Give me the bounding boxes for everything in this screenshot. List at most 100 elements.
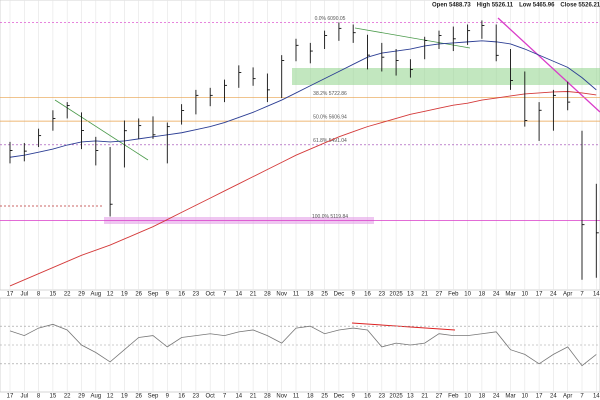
x-tick-label: 27 bbox=[436, 292, 443, 298]
x-tick-label: Dec bbox=[334, 394, 345, 400]
x-tick-label: 13 bbox=[407, 292, 414, 298]
moving-average bbox=[9, 40, 597, 158]
x-tick-label: 23 bbox=[193, 394, 200, 400]
x-tick-label: 22 bbox=[64, 394, 71, 400]
header-field: High 5526.11 bbox=[477, 3, 514, 9]
x-tick-label: Sep bbox=[148, 394, 159, 400]
x-tick-label: 18 bbox=[307, 394, 314, 400]
divergence-line bbox=[351, 322, 456, 331]
x-tick-label: Apr bbox=[563, 394, 572, 400]
x-tick-label: 18 bbox=[307, 292, 314, 298]
x-tick-label: Mar bbox=[505, 292, 515, 298]
x-tick-label: 11 bbox=[293, 292, 300, 298]
x-tick-label: 28 bbox=[264, 292, 271, 298]
x-tick-label: 15 bbox=[50, 394, 57, 400]
plot: Open 5488.73 High 5526.11 Low 5465.96 Close… bbox=[0, 3, 600, 400]
x-tick-label: 17 bbox=[7, 292, 14, 298]
x-tick-label: 26 bbox=[135, 394, 142, 400]
x-tick-label: Mar bbox=[505, 394, 515, 400]
x-tick-label: 19 bbox=[121, 394, 128, 400]
trendline bbox=[54, 99, 149, 161]
x-tick-label: 21 bbox=[421, 292, 428, 298]
x-tick-label: 16 bbox=[178, 394, 185, 400]
x-tick-label: 10 bbox=[464, 394, 471, 400]
fib-label: 50.0% 5606.94 bbox=[313, 114, 347, 120]
x-tick-label: 25 bbox=[321, 394, 328, 400]
x-tick-label: 2025 bbox=[389, 292, 403, 298]
x-tick-label: 8 bbox=[37, 394, 41, 400]
x-tick-label: Feb bbox=[448, 292, 459, 298]
x-tick-label: 17 bbox=[536, 394, 543, 400]
x-tick-label: Oct bbox=[206, 292, 216, 298]
fib-label: 100.0% 5119.84 bbox=[312, 214, 348, 220]
rsi-line bbox=[9, 323, 597, 367]
x-tick-label: 7 bbox=[580, 394, 584, 400]
fib-label: 61.8% 5491.04 bbox=[313, 138, 347, 144]
x-tick-label: 9 bbox=[166, 394, 170, 400]
x-tick-label: 16 bbox=[364, 394, 371, 400]
x-tick-label: 27 bbox=[436, 394, 443, 400]
x-tick-label: 25 bbox=[321, 292, 328, 298]
x-tick-label: 24 bbox=[493, 292, 500, 298]
x-tick-label: 9 bbox=[352, 394, 356, 400]
x-tick-label: 2025 bbox=[389, 394, 403, 400]
x-tick-label: Feb bbox=[448, 394, 459, 400]
x-tick-label: 15 bbox=[50, 292, 57, 298]
x-tick-label: 18 bbox=[479, 292, 486, 298]
x-tick-label: 23 bbox=[193, 292, 200, 298]
support-zone bbox=[292, 68, 600, 85]
x-tick-label: 23 bbox=[378, 292, 385, 298]
x-tick-label: Apr bbox=[563, 292, 572, 298]
x-tick-label: 17 bbox=[536, 292, 543, 298]
x-tick-label: 21 bbox=[250, 394, 257, 400]
fib-label: 38.2% 5722.86 bbox=[313, 91, 347, 97]
x-tick-label: 17 bbox=[7, 394, 14, 400]
rsi-panel bbox=[0, 297, 600, 393]
x-tick-label: 22 bbox=[64, 292, 71, 298]
trendline bbox=[354, 27, 471, 49]
x-tick-label: 18 bbox=[479, 394, 486, 400]
x-tick-label: 28 bbox=[264, 394, 271, 400]
x-tick-label: Aug bbox=[90, 394, 101, 400]
x-tick-label: 8 bbox=[37, 292, 41, 298]
x-tick-label: 14 bbox=[235, 394, 242, 400]
x-tick-label: Aug bbox=[90, 292, 101, 298]
x-tick-label: 24 bbox=[550, 292, 557, 298]
x-tick-label: 29 bbox=[78, 394, 85, 400]
header-field: Open 5488.73 bbox=[432, 3, 471, 9]
x-tick-label: 16 bbox=[178, 292, 185, 298]
x-tick-label: 10 bbox=[521, 292, 528, 298]
x-tick-label: 12 bbox=[107, 394, 114, 400]
x-tick-label: 29 bbox=[78, 292, 85, 298]
x-tick-label: 26 bbox=[135, 292, 142, 298]
x-tick-label: 21 bbox=[250, 292, 257, 298]
x-tick-label: 12 bbox=[107, 292, 114, 298]
x-tick-label: Nov bbox=[276, 292, 287, 298]
x-tick-label: 7 bbox=[580, 292, 584, 298]
x-tick-label: Sep bbox=[148, 292, 159, 298]
price-panel bbox=[0, 0, 600, 291]
x-tick-label: Jul bbox=[20, 292, 28, 298]
x-tick-label: Dec bbox=[334, 292, 345, 298]
header-field: Close 5526.21 bbox=[560, 3, 600, 9]
x-tick-label: 14 bbox=[593, 292, 600, 298]
x-tick-label: 7 bbox=[223, 292, 227, 298]
x-tick-label: 19 bbox=[121, 292, 128, 298]
x-tick-label: 24 bbox=[493, 394, 500, 400]
x-tick-label: 9 bbox=[166, 292, 170, 298]
x-tick-label: Oct bbox=[206, 394, 216, 400]
fib-label: 0.0% 6090.05 bbox=[315, 16, 346, 22]
x-tick-label: 24 bbox=[550, 394, 557, 400]
moving-average bbox=[9, 91, 597, 287]
x-tick-label: Jul bbox=[20, 394, 28, 400]
x-tick-label: 10 bbox=[521, 394, 528, 400]
trendline bbox=[497, 17, 600, 113]
x-tick-label: 16 bbox=[364, 292, 371, 298]
x-tick-label: 14 bbox=[235, 292, 242, 298]
x-tick-label: 11 bbox=[293, 394, 300, 400]
header-field: Low 5465.96 bbox=[519, 3, 555, 9]
x-tick-label: Nov bbox=[276, 394, 287, 400]
x-tick-label: 7 bbox=[223, 394, 227, 400]
